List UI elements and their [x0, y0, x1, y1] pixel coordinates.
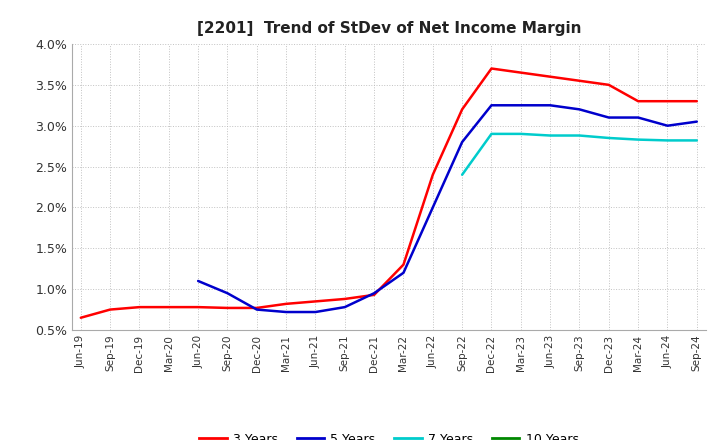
Title: [2201]  Trend of StDev of Net Income Margin: [2201] Trend of StDev of Net Income Marg…: [197, 21, 581, 36]
3 Years: [487, 66, 496, 71]
3 Years: [458, 107, 467, 112]
5 Years: [693, 119, 701, 124]
5 Years: [311, 309, 320, 315]
3 Years: [253, 305, 261, 311]
3 Years: [428, 172, 437, 177]
3 Years: [399, 262, 408, 267]
3 Years: [575, 78, 584, 84]
3 Years: [135, 304, 144, 310]
3 Years: [341, 296, 349, 301]
5 Years: [282, 309, 290, 315]
7 Years: [546, 133, 554, 138]
3 Years: [516, 70, 525, 75]
7 Years: [575, 133, 584, 138]
5 Years: [575, 107, 584, 112]
7 Years: [458, 172, 467, 177]
7 Years: [605, 136, 613, 141]
Legend: 3 Years, 5 Years, 7 Years, 10 Years: 3 Years, 5 Years, 7 Years, 10 Years: [194, 428, 583, 440]
Line: 3 Years: 3 Years: [81, 69, 697, 318]
5 Years: [458, 139, 467, 145]
3 Years: [194, 304, 202, 310]
3 Years: [106, 307, 114, 312]
7 Years: [634, 137, 642, 142]
5 Years: [399, 270, 408, 275]
7 Years: [487, 131, 496, 136]
5 Years: [663, 123, 672, 128]
5 Years: [428, 205, 437, 210]
Line: 7 Years: 7 Years: [462, 134, 697, 175]
5 Years: [194, 279, 202, 284]
3 Years: [164, 304, 173, 310]
5 Years: [253, 307, 261, 312]
5 Years: [634, 115, 642, 120]
7 Years: [693, 138, 701, 143]
3 Years: [605, 82, 613, 88]
5 Years: [605, 115, 613, 120]
3 Years: [282, 301, 290, 307]
5 Years: [341, 304, 349, 310]
5 Years: [487, 103, 496, 108]
Line: 5 Years: 5 Years: [198, 105, 697, 312]
3 Years: [693, 99, 701, 104]
3 Years: [311, 299, 320, 304]
3 Years: [663, 99, 672, 104]
3 Years: [223, 305, 232, 311]
5 Years: [223, 290, 232, 296]
3 Years: [76, 315, 85, 320]
3 Years: [370, 292, 379, 297]
3 Years: [634, 99, 642, 104]
7 Years: [516, 131, 525, 136]
5 Years: [370, 290, 379, 296]
7 Years: [663, 138, 672, 143]
3 Years: [546, 74, 554, 79]
5 Years: [546, 103, 554, 108]
5 Years: [516, 103, 525, 108]
